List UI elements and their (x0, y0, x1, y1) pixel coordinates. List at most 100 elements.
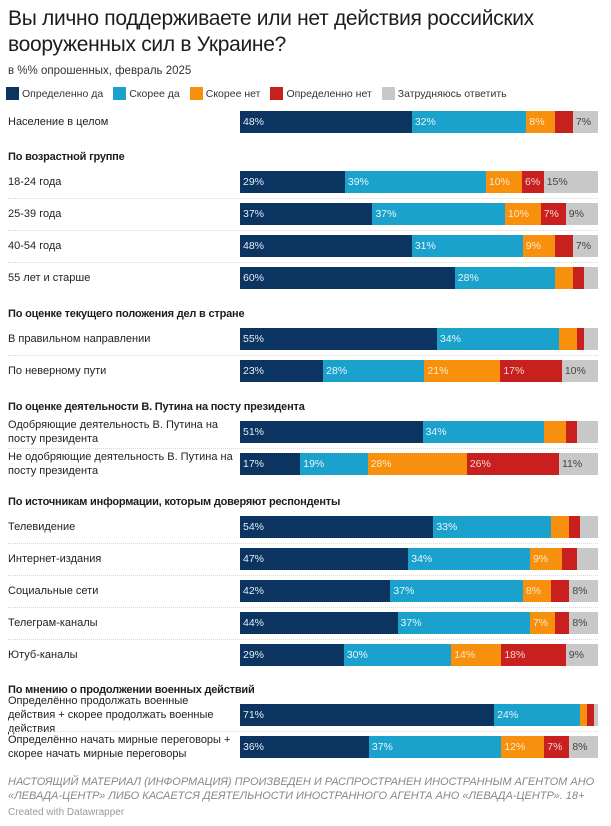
legend-swatch (189, 87, 203, 100)
data-label: 39% (347, 176, 369, 188)
stacked-bar: 48% 31% 9% 7% (240, 235, 598, 257)
data-label: 7% (575, 240, 592, 252)
bar-segment: 32% (411, 111, 527, 133)
bar-segment: 34% (408, 548, 530, 570)
bar-segment: 28% (367, 453, 467, 475)
data-label: 36% (243, 741, 265, 753)
group-header: По источникам информации, которым доверя… (8, 496, 341, 508)
bar-segment: 17% (240, 453, 301, 475)
bar-segment (565, 421, 577, 443)
bar-segment: 10% (561, 360, 598, 382)
stacked-bar: 47% 34% 9% (240, 548, 598, 570)
data-label: 12% (504, 741, 526, 753)
bar-segment: 24% (494, 704, 581, 726)
bar-segment: 33% (433, 516, 552, 538)
bar-segment: 37% (368, 736, 502, 758)
data-label: 7% (575, 116, 592, 128)
group-header: По возрастной группе (8, 151, 125, 163)
bar-segment: 47% (240, 548, 409, 570)
bar-segment (555, 612, 570, 634)
bar-segment: 26% (466, 453, 559, 475)
bar-segment: 55% (240, 328, 437, 350)
bar-segment: 10% (485, 171, 523, 193)
bar-segment: 28% (454, 267, 556, 289)
bar-segment (555, 111, 573, 133)
data-label: 8% (572, 617, 588, 629)
row-label: Одобряющие деятельность В. Путина на пос… (8, 419, 219, 445)
chart-subtitle: в %% опрошенных, февраль 2025 (8, 65, 192, 77)
legend-label: Скорее да (129, 87, 180, 100)
bar-segment (576, 328, 584, 350)
bar-segment (583, 328, 598, 350)
row-label: Социальные сети (8, 585, 99, 597)
data-label: 15% (546, 176, 568, 188)
data-label: 6% (525, 176, 541, 188)
chart-title: Вы лично поддерживаете или нет действия … (8, 7, 534, 56)
legend-label: Определенно да (22, 87, 104, 100)
bar-segment: 60% (240, 267, 455, 289)
data-label: 28% (326, 365, 348, 377)
row-label: 40-54 года (8, 240, 62, 252)
bar-segment: 8% (569, 612, 598, 634)
bar-segment: 9% (565, 203, 598, 225)
bar-segment: 48% (240, 235, 412, 257)
stacked-bar: 54% 33% (240, 516, 598, 538)
data-label: 17% (243, 458, 265, 470)
data-label: 10% (564, 365, 586, 377)
bar-segment (551, 516, 570, 538)
data-label: 32% (414, 116, 436, 128)
bar-segment (583, 267, 598, 289)
data-label: 37% (375, 208, 397, 220)
row-label: Не одобряющие деятельность В. Путина на … (8, 451, 233, 477)
legend-item: Определенно да (6, 87, 103, 100)
row-label: 25-39 года (8, 208, 62, 220)
data-label: 37% (400, 617, 422, 629)
data-label: 21% (427, 365, 449, 377)
data-label: 10% (488, 176, 510, 188)
bar-segment: 9% (565, 644, 598, 666)
bar-segment (558, 328, 577, 350)
data-label: 23% (243, 365, 265, 377)
bar-segment: 21% (424, 360, 501, 382)
group-header: По оценке текущего положения дел в стран… (8, 308, 245, 320)
stacked-bar: 60% 28% (240, 267, 598, 289)
stacked-bar: 71% 24% (240, 704, 598, 726)
bar-segment: 7% (529, 612, 556, 634)
bar-segment: 8% (569, 736, 598, 758)
bar-segment (562, 548, 577, 570)
bar-segment: 18% (501, 644, 566, 666)
stacked-bar: 55% 34% (240, 328, 598, 350)
bar-segment: 31% (411, 235, 523, 257)
data-label: 7% (547, 741, 563, 753)
row-separator (8, 731, 598, 732)
row-label: В правильном направлении (8, 333, 151, 345)
legend-label: Определенно нет (286, 87, 372, 100)
data-label: 7% (532, 617, 549, 629)
row-separator (8, 448, 598, 449)
data-label: 29% (243, 176, 265, 188)
legend-swatch (381, 87, 395, 100)
data-label: 60% (243, 272, 265, 284)
data-label: 9% (568, 649, 584, 661)
data-label: 24% (497, 709, 519, 721)
row-separator (8, 575, 598, 576)
bar-segment: 37% (240, 203, 373, 225)
bar-segment: 6% (522, 171, 544, 193)
bar-segment: 10% (504, 203, 541, 225)
data-label: 9% (532, 553, 549, 565)
bar-segment (555, 235, 573, 257)
row-separator (8, 230, 598, 231)
stacked-bar: 29% 39% 10% 6% 15% (240, 171, 598, 193)
data-label: 47% (243, 553, 265, 565)
data-label: 48% (243, 116, 265, 128)
bar-segment (569, 516, 581, 538)
stacked-bar: 48% 32% 8% 7% (240, 111, 598, 133)
bar-segment: 29% (240, 171, 345, 193)
bar-segment: 7% (572, 235, 598, 257)
bar-segment: 8% (522, 580, 552, 602)
data-label: 8% (525, 585, 541, 597)
bar-segment (580, 516, 598, 538)
bar-segment: 8% (526, 111, 555, 133)
data-label: 44% (243, 617, 265, 629)
bar-segment: 29% (240, 644, 344, 666)
